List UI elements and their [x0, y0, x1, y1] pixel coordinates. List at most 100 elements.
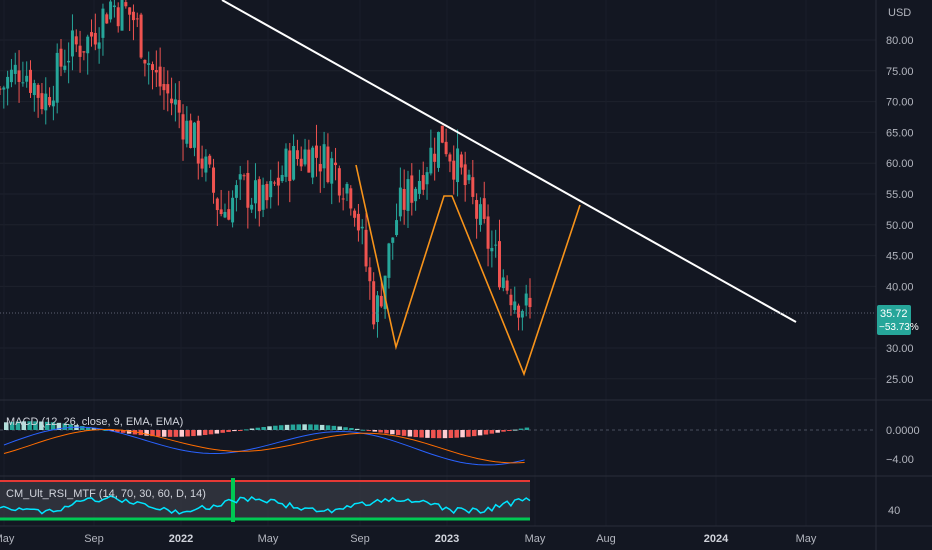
candle-body	[402, 189, 406, 210]
macd-histogram-bar	[460, 430, 465, 438]
macd-histogram-bar	[431, 430, 436, 439]
macd-histogram-bar	[80, 425, 85, 430]
price-tick-label: 65.00	[886, 127, 914, 139]
candle-body	[25, 75, 29, 82]
macd-histogram-bar	[337, 426, 342, 430]
macd-histogram-bar	[261, 426, 266, 430]
macd-histogram-bar	[238, 430, 243, 431]
candle-body	[391, 237, 395, 243]
candle-body	[227, 209, 231, 220]
candle-body	[318, 163, 322, 172]
candle-body	[90, 32, 94, 37]
macd-label[interactable]: MACD (12, 26, close, 9, EMA, EMA)	[6, 416, 183, 428]
candle-body	[204, 156, 208, 173]
macd-histogram-bar	[395, 430, 401, 436]
macd-histogram-bar	[249, 428, 255, 430]
macd-histogram-bar	[255, 427, 261, 430]
time-tick-label: Sep	[350, 533, 370, 545]
rsi-signal-bar	[231, 478, 235, 522]
time-tick-label: May	[525, 533, 546, 545]
last-price-value: 35.72	[880, 308, 908, 320]
candle-body	[364, 229, 368, 267]
candle-body	[265, 183, 269, 201]
price-tick-label: 25.00	[886, 374, 914, 386]
candle-body	[181, 114, 185, 140]
macd-histogram-bar	[343, 427, 348, 430]
macd-histogram-bar	[425, 430, 430, 438]
macd-histogram-bar	[39, 421, 44, 430]
macd-histogram-bar	[507, 430, 512, 431]
candle-body	[372, 281, 376, 325]
candle-body	[295, 150, 299, 160]
macd-histogram-bar	[185, 430, 190, 437]
candle-body	[292, 146, 296, 180]
macd-histogram-bar	[436, 430, 442, 439]
candle-body	[314, 145, 318, 158]
candle-body	[276, 177, 280, 186]
macd-histogram-bar	[173, 430, 179, 437]
candle-body	[82, 51, 86, 53]
candle-body	[379, 295, 383, 307]
currency-label: USD	[888, 7, 911, 19]
candle-body	[356, 213, 360, 231]
candle-body	[288, 150, 292, 182]
candle-body	[112, 5, 116, 8]
macd-histogram-bar	[62, 423, 67, 430]
macd-histogram-bar	[33, 421, 38, 430]
macd-histogram-bar	[378, 430, 383, 433]
candle-body	[67, 60, 71, 63]
candle-body	[421, 175, 425, 190]
macd-histogram-bar	[442, 430, 448, 439]
candle-body	[131, 11, 135, 21]
time-tick-label: May	[258, 533, 279, 545]
price-axis[interactable]: 80.00 75.00 70.00 65.00 60.00 55.00 50.00 45.00…	[886, 35, 914, 386]
candle-body	[44, 93, 48, 111]
candle-body	[185, 120, 189, 144]
rsi-label[interactable]: CM_Ult_RSI_MTF (14, 70, 30, 60, D, 14)	[6, 488, 206, 500]
macd-histogram-bar	[314, 424, 319, 430]
macd-histogram-bar	[220, 430, 225, 433]
candle-body	[246, 172, 250, 208]
candle-body	[459, 154, 463, 168]
macd-histogram-bar	[278, 425, 284, 430]
macd-histogram-bar	[115, 430, 120, 432]
w-pattern-drawing[interactable]	[355, 164, 581, 377]
candle-body	[353, 210, 357, 218]
candle-body	[410, 175, 414, 203]
candle-body	[406, 179, 410, 211]
candle-body	[48, 97, 52, 106]
last-price-badge	[877, 305, 911, 335]
candle-body	[242, 175, 246, 177]
macd-histogram-bar	[161, 430, 167, 437]
macd-histogram-bar	[495, 430, 500, 433]
candle-body	[433, 153, 437, 162]
macd-histogram-bar	[355, 428, 360, 430]
candle-body	[6, 76, 10, 89]
candle-body	[475, 199, 479, 219]
candle-body	[78, 45, 82, 57]
candle-body	[517, 305, 521, 318]
candle-body	[21, 82, 25, 84]
price-tick-label: 30.00	[886, 343, 914, 355]
time-axis[interactable]: May Sep 2022 May Sep 2023 May Aug 2024 May	[0, 533, 817, 545]
candle-body	[124, 2, 128, 7]
candle-body	[269, 181, 273, 198]
candle-body	[36, 84, 40, 98]
candle-body	[250, 204, 254, 210]
macd-histogram-bar	[191, 430, 196, 437]
candle-body	[452, 160, 456, 180]
candle-body	[490, 247, 494, 252]
candle-body	[97, 42, 101, 49]
macd-histogram-bar	[331, 425, 337, 430]
macd-histogram-bar	[384, 430, 389, 434]
candle-body	[135, 18, 139, 20]
candlestick-series[interactable]	[0, 0, 532, 338]
macd-histogram-bar	[273, 425, 278, 430]
downtrend-line[interactable]	[221, 0, 797, 323]
candle-body	[231, 197, 235, 223]
candle-body	[463, 164, 467, 186]
macd-histogram-bar	[466, 430, 471, 437]
candle-body	[55, 52, 59, 103]
